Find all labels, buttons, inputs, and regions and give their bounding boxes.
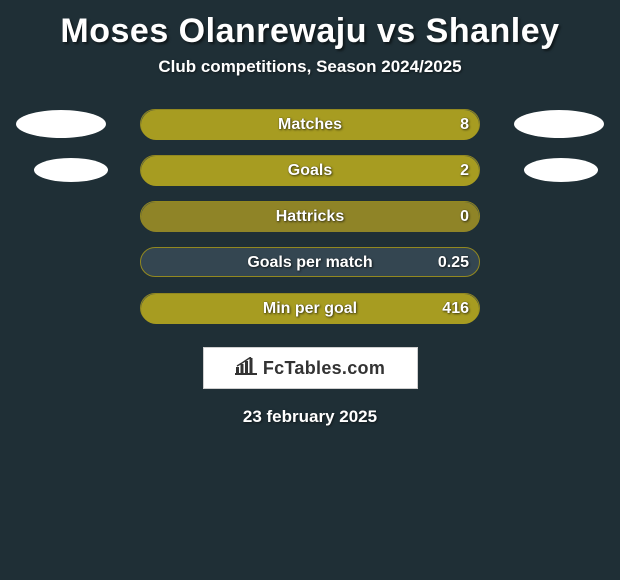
stat-value-right: 0: [460, 202, 469, 232]
page-title: Moses Olanrewaju vs Shanley: [0, 0, 620, 57]
bar-track: Goals2: [140, 155, 480, 185]
player-pill-left: [16, 110, 106, 138]
stat-value-right: 416: [442, 294, 469, 324]
logo-box[interactable]: FcTables.com: [203, 347, 418, 389]
stat-label: Goals: [141, 156, 479, 186]
player-pill-right: [524, 158, 598, 182]
stat-label: Hattricks: [141, 202, 479, 232]
stat-value-right: 0.25: [438, 248, 469, 278]
stat-row: Goals2: [0, 147, 620, 193]
subtitle: Club competitions, Season 2024/2025: [0, 57, 620, 101]
stat-row: Min per goal416: [0, 285, 620, 331]
bar-track: Min per goal416: [140, 293, 480, 323]
bar-track: Matches8: [140, 109, 480, 139]
player-pill-left: [34, 158, 108, 182]
stat-label: Min per goal: [141, 294, 479, 324]
stat-value-right: 2: [460, 156, 469, 186]
stat-row: Matches8: [0, 101, 620, 147]
stat-label: Matches: [141, 110, 479, 140]
stats-rows: Matches8Goals2Hattricks0Goals per match0…: [0, 101, 620, 331]
chart-icon: [235, 357, 257, 380]
stat-row: Hattricks0: [0, 193, 620, 239]
logo-text: FcTables.com: [263, 358, 385, 379]
date-label: 23 february 2025: [0, 389, 620, 427]
stat-label: Goals per match: [141, 248, 479, 278]
bar-track: Goals per match0.25: [140, 247, 480, 277]
player-pill-right: [514, 110, 604, 138]
stat-row: Goals per match0.25: [0, 239, 620, 285]
stat-value-right: 8: [460, 110, 469, 140]
bar-track: Hattricks0: [140, 201, 480, 231]
